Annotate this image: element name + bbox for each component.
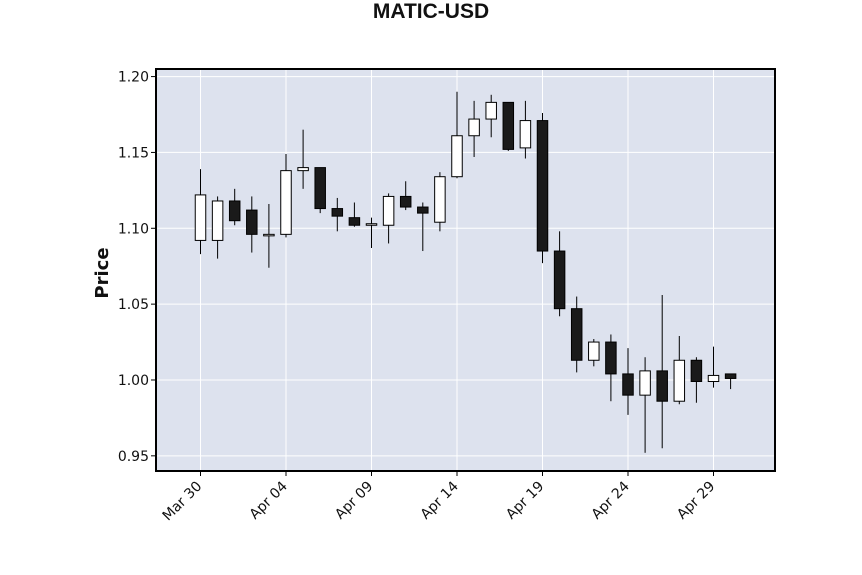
candle-body [417, 206, 429, 214]
candle-body [588, 341, 600, 361]
candle [417, 202, 429, 252]
candle [451, 91, 463, 179]
y-axis-label: Price [92, 247, 113, 298]
candle [707, 346, 720, 388]
x-tick-label: Apr 14 [418, 478, 462, 522]
candle-body [639, 370, 651, 396]
plot-area [156, 69, 775, 471]
candle-body [536, 120, 549, 252]
candle-body [246, 209, 258, 235]
candle-body [519, 120, 532, 149]
candle-body [348, 217, 361, 226]
candle [211, 196, 224, 259]
candle [622, 348, 634, 415]
candle-body [605, 341, 617, 375]
candle-body [314, 167, 326, 210]
candle [485, 94, 497, 138]
candle [673, 335, 686, 405]
candle [468, 100, 480, 157]
y-tick-label: 1.15 [118, 145, 149, 161]
candle-body [570, 308, 583, 361]
x-tick-label: Apr 19 [503, 479, 547, 523]
candle-body [297, 167, 309, 172]
candle-body [434, 176, 446, 223]
x-tick-label: Apr 29 [674, 479, 718, 523]
candle [588, 339, 600, 367]
candle [228, 188, 241, 226]
candles [194, 91, 737, 453]
candle-body [399, 195, 412, 208]
candle [246, 196, 258, 253]
candle [605, 334, 617, 402]
candle-body [365, 223, 378, 226]
candle-body [622, 373, 634, 396]
candle [382, 193, 395, 244]
candle [434, 172, 446, 232]
candle [348, 202, 361, 227]
candle-body [690, 359, 703, 382]
candle-body [382, 195, 395, 226]
candle-body [707, 374, 720, 382]
candle [536, 112, 549, 264]
candle-body [211, 200, 224, 241]
candle [519, 100, 532, 159]
candle [724, 373, 737, 390]
y-axis: 0.95 1.00 1.05 1.10 1.15 1.20 [118, 70, 156, 465]
candle-body [331, 208, 344, 217]
y-tick-label: 1.10 [118, 221, 149, 237]
candle-body [468, 118, 480, 137]
y-tick-label: 0.95 [118, 449, 149, 465]
candle [690, 357, 703, 403]
candle [656, 295, 668, 449]
candle [314, 167, 326, 214]
candle [502, 101, 515, 151]
candle [570, 296, 583, 373]
y-tick-label: 1.05 [118, 297, 149, 313]
plot-frame [155, 68, 776, 472]
y-tick-label: 1.00 [118, 373, 149, 389]
x-tick-label: Apr 09 [332, 479, 376, 523]
candle [280, 153, 292, 238]
x-tick-label: Mar 30 [160, 479, 206, 525]
x-tick-label: Apr 24 [589, 478, 633, 522]
chart-title: MATIC-USD [373, 0, 489, 23]
y-tick-label: 1.20 [118, 70, 149, 86]
candle-body [656, 370, 668, 402]
candle-body [502, 101, 515, 150]
candle-body [451, 135, 463, 178]
x-tick-label: Apr 04 [247, 478, 291, 522]
candle-body [485, 101, 497, 120]
candle [331, 197, 344, 232]
candle [263, 204, 275, 268]
candle-body [228, 200, 241, 222]
x-axis: Mar 30 Apr 04 Apr 09 Apr 14 Apr 19 Apr 24 Apr … [160, 471, 718, 525]
candle [194, 169, 207, 255]
candle-body [280, 170, 292, 235]
candle [365, 217, 378, 249]
candle-body [724, 373, 737, 379]
candle-body [194, 194, 207, 241]
candle-body [263, 233, 275, 237]
candle-body [553, 250, 566, 310]
candle [639, 357, 651, 453]
candle [399, 181, 412, 211]
candle-body [673, 359, 686, 402]
candle [553, 231, 566, 317]
candle [297, 129, 309, 189]
